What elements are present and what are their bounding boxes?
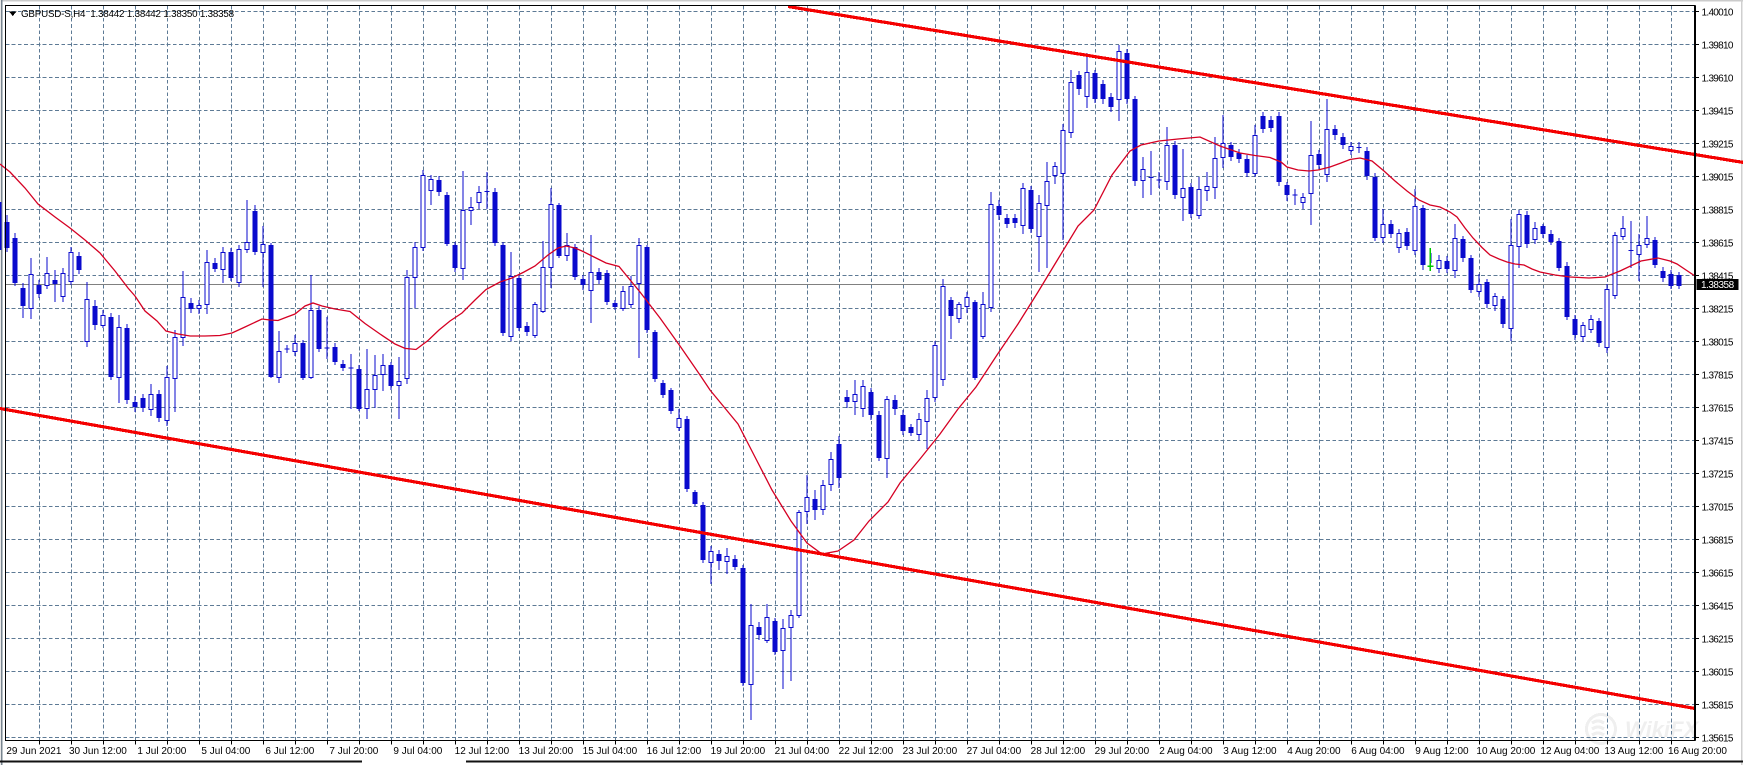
svg-text:1.36415: 1.36415 [1702,602,1734,613]
svg-text:12 Jul 12:00: 12 Jul 12:00 [455,746,510,757]
svg-text:5 Jul 04:00: 5 Jul 04:00 [201,746,250,757]
svg-text:1.39415: 1.39415 [1702,107,1734,118]
svg-text:3 Aug 12:00: 3 Aug 12:00 [1223,746,1277,757]
svg-text:1.39215: 1.39215 [1702,140,1734,151]
svg-text:1.38615: 1.38615 [1702,239,1734,250]
svg-text:9 Jul 04:00: 9 Jul 04:00 [393,746,442,757]
svg-text:1.37415: 1.37415 [1702,437,1734,448]
svg-text:29 Jul 20:00: 29 Jul 20:00 [1095,746,1150,757]
svg-text:10 Aug 20:00: 10 Aug 20:00 [1476,746,1535,757]
svg-text:16 Aug 20:00: 16 Aug 20:00 [1668,746,1727,757]
svg-text:7 Jul 20:00: 7 Jul 20:00 [329,746,378,757]
svg-text:1.38415: 1.38415 [1702,272,1734,283]
svg-text:6 Aug 04:00: 6 Aug 04:00 [1351,746,1405,757]
svg-text:23 Jul 20:00: 23 Jul 20:00 [903,746,958,757]
svg-text:1.35815: 1.35815 [1702,701,1734,712]
svg-text:1.36615: 1.36615 [1702,569,1734,580]
svg-text:1.37215: 1.37215 [1702,470,1734,481]
svg-text:1.36815: 1.36815 [1702,536,1734,547]
svg-text:GBPUSD-S,H4 1.38442 1.38442 1: GBPUSD-S,H4 1.38442 1.38442 1.38350 1.38… [21,9,235,20]
svg-text:1.38358: 1.38358 [1701,280,1735,291]
svg-text:2 Aug 04:00: 2 Aug 04:00 [1159,746,1213,757]
svg-text:12 Aug 04:00: 12 Aug 04:00 [1540,746,1599,757]
svg-text:1.39810: 1.39810 [1702,41,1734,52]
svg-text:13 Jul 20:00: 13 Jul 20:00 [519,746,574,757]
svg-text:1.37615: 1.37615 [1702,404,1734,415]
svg-text:22 Jul 12:00: 22 Jul 12:00 [839,746,894,757]
svg-text:28 Jul 12:00: 28 Jul 12:00 [1031,746,1086,757]
svg-text:1.38015: 1.38015 [1702,338,1734,349]
svg-text:30 Jun 12:00: 30 Jun 12:00 [69,746,127,757]
svg-text:1.35615: 1.35615 [1702,734,1734,745]
svg-text:1.36215: 1.36215 [1702,635,1734,646]
svg-text:1.37015: 1.37015 [1702,503,1734,514]
svg-text:27 Jul 04:00: 27 Jul 04:00 [967,746,1022,757]
svg-text:13 Aug 12:00: 13 Aug 12:00 [1604,746,1663,757]
svg-text:1.37815: 1.37815 [1702,371,1734,382]
svg-text:1 Jul 20:00: 1 Jul 20:00 [137,746,186,757]
svg-text:29 Jun 2021: 29 Jun 2021 [6,746,61,757]
svg-text:1.39015: 1.39015 [1702,173,1734,184]
svg-text:WikiFX: WikiFX [1625,717,1699,742]
svg-text:1.36015: 1.36015 [1702,668,1734,679]
svg-text:19 Jul 20:00: 19 Jul 20:00 [711,746,766,757]
svg-text:1.38215: 1.38215 [1702,305,1734,316]
svg-text:1.40010: 1.40010 [1702,8,1734,19]
svg-text:1.38815: 1.38815 [1702,206,1734,217]
svg-text:16 Jul 12:00: 16 Jul 12:00 [647,746,702,757]
svg-text:21 Jul 04:00: 21 Jul 04:00 [775,746,830,757]
svg-text:4 Aug 20:00: 4 Aug 20:00 [1287,746,1341,757]
svg-text:9 Aug 12:00: 9 Aug 12:00 [1415,746,1469,757]
svg-text:6 Jul 12:00: 6 Jul 12:00 [265,746,314,757]
svg-text:15 Jul 04:00: 15 Jul 04:00 [583,746,638,757]
svg-text:1.39610: 1.39610 [1702,74,1734,85]
